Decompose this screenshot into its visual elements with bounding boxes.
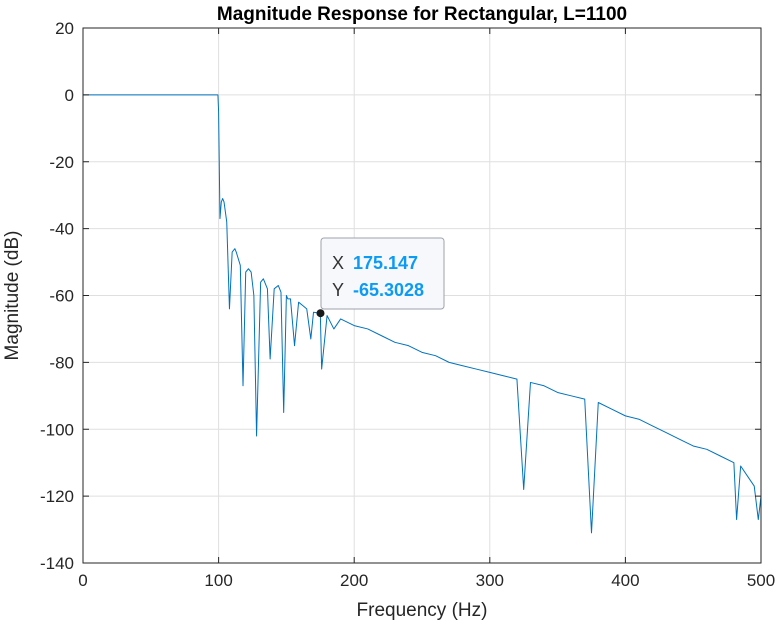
y-tick-label: 20 — [55, 19, 74, 38]
y-tick-label: -40 — [49, 220, 74, 239]
y-tick-label: -20 — [49, 153, 74, 172]
x-tick-label: 100 — [204, 571, 232, 590]
y-tick-label: -60 — [49, 287, 74, 306]
x-axis-label: Frequency (Hz) — [357, 600, 488, 621]
datatip-marker[interactable] — [316, 309, 325, 318]
y-tick-label: -100 — [40, 420, 74, 439]
y-tick-label: 0 — [65, 86, 74, 105]
data-line-layer — [83, 94, 762, 534]
x-tick-label: 400 — [611, 571, 639, 590]
magnitude-line-0 — [83, 94, 762, 534]
x-tick-label: 300 — [476, 571, 504, 590]
x-tick-label: 500 — [747, 571, 775, 590]
datatip[interactable]: X 175.147 Y -65.3028 — [316, 237, 445, 318]
y-tick-label: -140 — [40, 554, 74, 573]
y-axis-label: Magnitude (dB) — [2, 231, 23, 361]
x-tick-label: 200 — [340, 571, 368, 590]
chart-title: Magnitude Response for Rectangular, L=11… — [217, 4, 627, 25]
x-tick-label: 0 — [78, 571, 87, 590]
y-tick-label: -120 — [40, 487, 74, 506]
axis-ticks: 0 100 200 300 400 500200-20-40-60-80-100-120-… — [40, 19, 775, 590]
y-tick-label: -80 — [49, 353, 74, 372]
datatip-y-label: Y — [332, 280, 344, 300]
datatip-y-value: -65.3028 — [353, 280, 424, 300]
datatip-box — [320, 237, 445, 310]
datatip-x-value: 175.147 — [353, 253, 418, 273]
datatip-x-label: X — [332, 253, 344, 273]
